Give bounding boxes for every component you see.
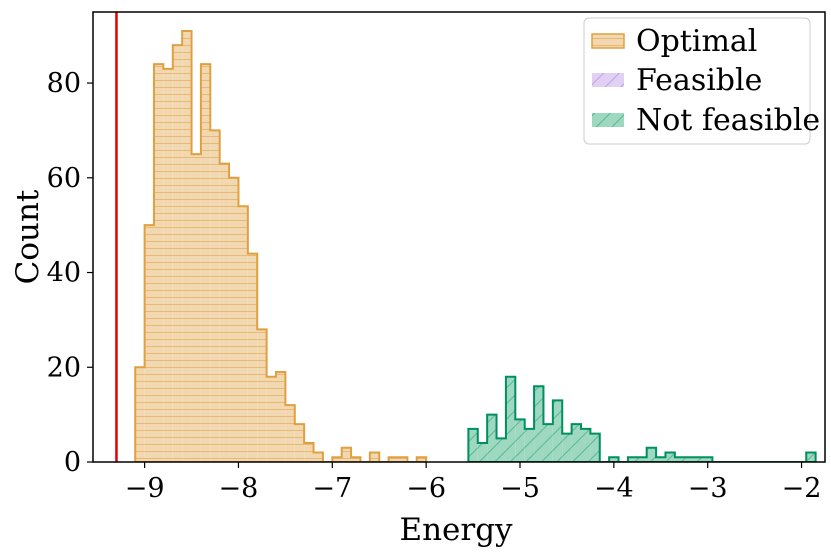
bar-hatch-optimal-2 xyxy=(154,64,164,462)
y-tick-label: 80 xyxy=(47,68,81,99)
bar-hatch-optimal-21 xyxy=(341,447,352,462)
bar-hatch-not_feasible-1 xyxy=(477,443,488,462)
bar-hatch-optimal-1 xyxy=(144,225,154,462)
bar-hatch-optimal-19 xyxy=(313,452,323,462)
bar-hatch-optimal-14 xyxy=(266,376,276,462)
y-tick-label: 40 xyxy=(47,258,81,289)
bar-hatch-optimal-8 xyxy=(210,130,220,462)
bar-hatch-optimal-12 xyxy=(247,253,258,462)
y-tick-label: 20 xyxy=(47,352,81,383)
legend-box xyxy=(583,17,811,145)
bar-hatch-not_feasible-8 xyxy=(543,424,553,462)
bar-hatch-optimal-9 xyxy=(219,163,230,462)
x-tick-label: −5 xyxy=(500,473,540,504)
bar-hatch-optimal-24 xyxy=(388,457,408,462)
outline-optimal xyxy=(134,29,428,462)
bar-hatch-not_feasible-17 xyxy=(656,457,666,462)
bar-hatch-optimal-17 xyxy=(294,424,305,462)
bar-hatch-not_feasible-20 xyxy=(684,457,713,462)
bar-hatch-optimal-0 xyxy=(135,367,145,462)
legend-swatch-feasible-hatch xyxy=(592,73,624,87)
outline-not_feasible xyxy=(467,375,817,462)
x-tick-label: −3 xyxy=(688,473,728,504)
bar-hatch-optimal-6 xyxy=(191,154,201,462)
bar-hatch-optimal-16 xyxy=(285,405,295,462)
bar-hatch-not_feasible-11 xyxy=(571,424,581,462)
bar-hatch-optimal-23 xyxy=(369,452,380,462)
bar-hatch-not_feasible-6 xyxy=(524,428,535,462)
bar-hatch-optimal-4 xyxy=(172,45,183,462)
bar-hatch-optimal-20 xyxy=(332,457,342,462)
bar-hatch-not_feasible-3 xyxy=(496,438,506,462)
y-tick-label: 60 xyxy=(47,163,81,194)
legend-swatch-not-feasible-hatch xyxy=(592,113,624,127)
x-tick-label: −2 xyxy=(782,473,822,504)
bar-hatch-not_feasible-12 xyxy=(581,428,591,462)
bar-hatch-not_feasible-19 xyxy=(674,457,685,462)
legend: Optimal Feasible Not feasible xyxy=(583,17,820,145)
bar-hatch-not_feasible-0 xyxy=(468,428,478,462)
bar-hatch-not_feasible-2 xyxy=(487,414,497,462)
series-optimal xyxy=(134,29,428,462)
series-not_feasible xyxy=(467,375,817,462)
bar-hatch-not_feasible-10 xyxy=(562,433,572,462)
bar-hatch-not_feasible-15 xyxy=(627,457,647,462)
bar-hatch-not_feasible-5 xyxy=(515,419,525,462)
bar-hatch-optimal-15 xyxy=(276,372,286,462)
bar-hatch-not_feasible-21 xyxy=(806,452,816,462)
bar-hatch-not_feasible-13 xyxy=(590,433,600,462)
bar-hatch-not_feasible-4 xyxy=(505,376,516,462)
bar-hatch-not_feasible-18 xyxy=(665,452,675,462)
bar-hatch-not_feasible-16 xyxy=(646,447,657,462)
bar-hatch-optimal-11 xyxy=(238,206,248,462)
bar-hatch-optimal-7 xyxy=(200,64,211,462)
x-tick-label: −8 xyxy=(219,473,259,504)
legend-swatch-optimal-hatch xyxy=(591,33,625,49)
x-axis-label: Energy xyxy=(399,512,513,548)
x-tick-label: −9 xyxy=(125,473,165,504)
x-tick-label: −7 xyxy=(312,473,352,504)
bar-hatch-not_feasible-9 xyxy=(552,400,563,462)
bars-layer xyxy=(134,29,817,462)
x-tick-label: −4 xyxy=(594,473,634,504)
bar-hatch-optimal-22 xyxy=(351,457,361,462)
bar-hatch-optimal-25 xyxy=(416,457,427,462)
legend-label-optimal: Optimal xyxy=(636,24,757,59)
y-tick-label: 0 xyxy=(64,447,81,478)
legend-label-feasible: Feasible xyxy=(636,63,762,98)
legend-label-not-feasible: Not feasible xyxy=(636,103,820,138)
bar-hatch-not_feasible-14 xyxy=(609,457,619,462)
bar-hatch-optimal-10 xyxy=(229,177,239,462)
bar-hatch-optimal-18 xyxy=(304,443,314,462)
bar-hatch-optimal-3 xyxy=(163,68,173,462)
bar-hatch-not_feasible-7 xyxy=(534,386,544,462)
bar-hatch-optimal-5 xyxy=(182,30,192,462)
bar-hatch-optimal-13 xyxy=(257,329,267,462)
x-tick-label: −6 xyxy=(406,473,446,504)
y-axis-label: Count xyxy=(10,189,46,284)
plot-frame xyxy=(92,11,826,463)
y-axis: 0 20 40 60 80 xyxy=(47,68,93,478)
x-axis: −9 −8 −7 −6 −5 −4 −3 −2 xyxy=(125,462,822,504)
